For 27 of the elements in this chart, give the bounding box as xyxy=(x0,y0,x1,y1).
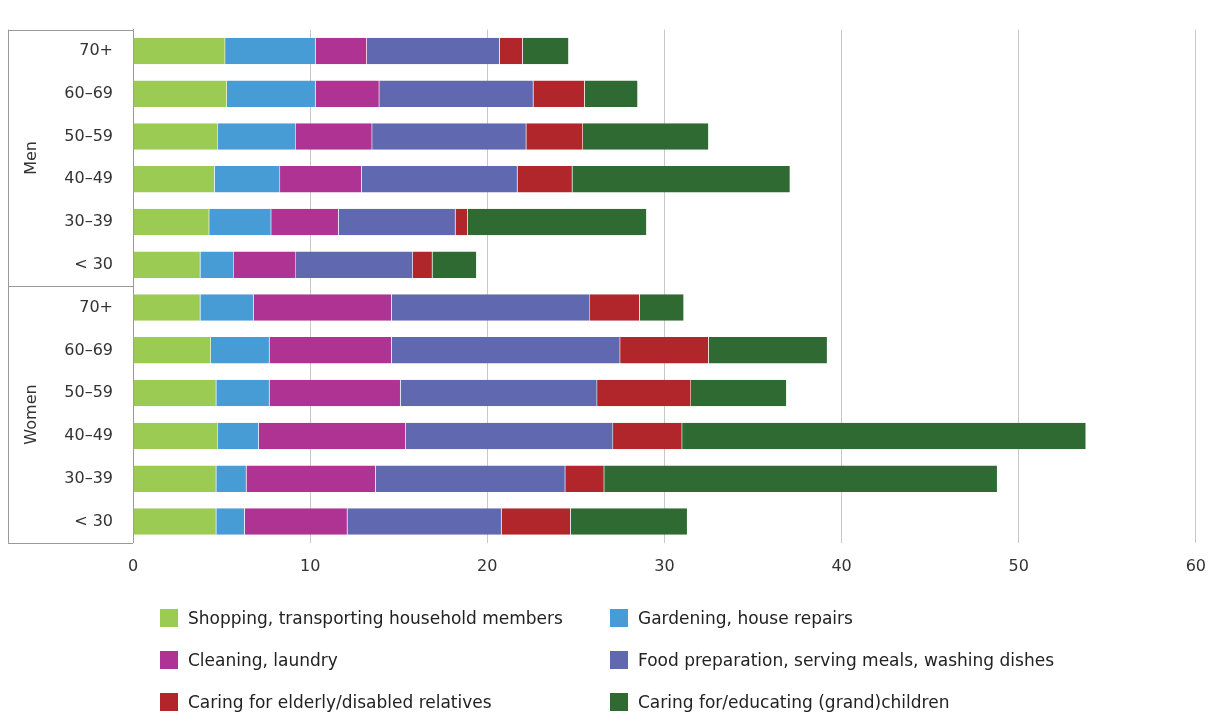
y-tick-label: 60–69 xyxy=(64,82,113,102)
legend-label: Shopping, transporting household members xyxy=(188,608,563,628)
legend-label: Caring for elderly/disabled relatives xyxy=(188,692,492,712)
y-tick-label: 30–39 xyxy=(64,467,113,487)
x-tick-label: 50 xyxy=(1008,555,1029,575)
x-tick-label: 0 xyxy=(127,555,139,575)
y-tick-label: 60–69 xyxy=(64,339,113,359)
text: Women xyxy=(21,384,41,445)
y-tick-label: 50–59 xyxy=(64,382,113,402)
legend-label: Cleaning, laundry xyxy=(188,650,338,670)
x-tick-label: 40 xyxy=(831,555,852,575)
legend-label: Food preparation, serving meals, washing dishes xyxy=(638,650,1055,670)
text: Men xyxy=(21,141,41,175)
y-tick-label: < 30 xyxy=(74,510,113,530)
y-tick-label: 30–39 xyxy=(64,211,113,231)
x-tick-label: 20 xyxy=(477,555,498,575)
legend-label: Gardening, house repairs xyxy=(638,608,853,628)
y-tick-label: 70+ xyxy=(79,40,113,60)
x-tick-label: 60 xyxy=(1185,555,1206,575)
y-tick-label: < 30 xyxy=(74,253,113,273)
legend-label: Caring for/educating (grand)children xyxy=(638,692,950,712)
y-tick-label: 50–59 xyxy=(64,125,113,145)
y-tick-label: 40–49 xyxy=(64,425,113,445)
y-tick-label: 70+ xyxy=(79,296,113,316)
x-tick-label: 30 xyxy=(654,555,675,575)
x-tick-label: 10 xyxy=(299,555,321,575)
y-tick-label: 40–49 xyxy=(64,168,113,188)
